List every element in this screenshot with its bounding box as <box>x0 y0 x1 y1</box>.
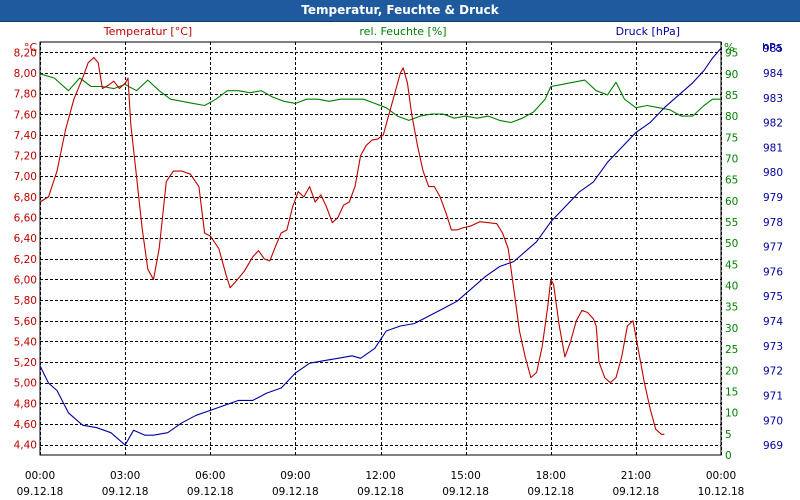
tick-label-pressure: 983 <box>763 93 783 105</box>
tick-label-pressure: 985 <box>763 43 783 55</box>
tick-label-pressure: 978 <box>763 217 783 229</box>
humidity-line <box>39 73 721 124</box>
tick-label-pressure: 982 <box>763 118 783 130</box>
tick-label-pressure: 969 <box>763 440 783 452</box>
tick-label-humidity: 75 <box>725 132 738 144</box>
tick-label-humidity: 95 <box>725 48 738 60</box>
tick-label-temperature: 4,60 <box>14 419 37 431</box>
tick-label-humidity: 40 <box>725 281 738 293</box>
tick-label-humidity: 10 <box>725 408 738 420</box>
tick-label-pressure: 970 <box>763 415 783 427</box>
tick-label-temperature: 6,40 <box>14 233 37 245</box>
tick-label-temperature: 8,20 <box>14 47 37 59</box>
tick-label-temperature: 5,20 <box>14 357 37 369</box>
tick-label-temperature: 7,00 <box>14 171 37 183</box>
tick-label-date: 09.12.18 <box>357 486 404 498</box>
tick-label-time: 21:00 <box>621 470 651 482</box>
window-title: Temperatur, Feuchte & Druck <box>0 0 800 22</box>
tick-label-humidity: 65 <box>725 175 738 187</box>
tick-label-date: 09.12.18 <box>612 486 659 498</box>
tick-label-date: 09.12.18 <box>102 486 149 498</box>
tick-label-temperature: 6,60 <box>14 213 37 225</box>
tick-label-date: 09.12.18 <box>442 486 489 498</box>
tick-label-pressure: 976 <box>763 266 783 278</box>
tick-label-temperature: 7,80 <box>14 89 37 101</box>
legend-temperature: Temperatur [°C] <box>103 25 192 38</box>
tick-label-pressure: 980 <box>763 167 783 179</box>
tick-label-humidity: 25 <box>725 344 738 356</box>
tick-label-temperature: 6,20 <box>14 254 37 266</box>
temperature-line <box>39 56 665 435</box>
axis-unit-celsius: °C <box>24 41 38 54</box>
tick-label-pressure: 971 <box>763 390 783 402</box>
pressure-line <box>39 47 722 446</box>
tick-label-temperature: 7,20 <box>14 151 37 163</box>
tick-label-temperature: 5,00 <box>14 378 37 390</box>
chart-grid <box>39 41 722 456</box>
tick-label-pressure: 977 <box>763 242 783 254</box>
tick-label-pressure: 981 <box>763 142 783 154</box>
tick-label-humidity: 85 <box>725 90 738 102</box>
tick-label-temperature: 7,60 <box>14 109 37 121</box>
tick-label-humidity: 35 <box>725 302 738 314</box>
tick-label-humidity: 5 <box>725 429 732 441</box>
series-layer <box>39 47 722 446</box>
tick-label-humidity: 30 <box>725 323 738 335</box>
tick-label-time: 09:00 <box>280 470 310 482</box>
tick-label-date: 09.12.18 <box>527 486 574 498</box>
time-axis-ticks: 00:00 09.12.18 03:00 09.12.18 06:00 09.12.18 0… <box>17 470 745 498</box>
tick-label-temperature: 5,80 <box>14 295 37 307</box>
tick-label-date: 10.12.18 <box>698 486 745 498</box>
tick-label-temperature: 4,80 <box>14 398 37 410</box>
left-axis-ticks: 8,20 8,00 7,80 7,60 7,40 7,20 7,00 6,80 6,60 6,40… <box>14 47 37 451</box>
tick-label-temperature: 7,40 <box>14 130 37 142</box>
tick-label-humidity: 45 <box>725 259 738 271</box>
tick-label-humidity: 0 <box>725 450 732 462</box>
tick-label-humidity: 60 <box>725 196 738 208</box>
tick-label-time: 18:00 <box>536 470 566 482</box>
tick-label-humidity: 90 <box>725 69 738 81</box>
axis-unit-hpa: hPa <box>762 41 782 54</box>
tick-label-time: 03:00 <box>110 470 140 482</box>
tick-label-humidity: 80 <box>725 111 738 123</box>
tick-label-humidity: 55 <box>725 217 738 229</box>
tick-label-date: 09.12.18 <box>17 486 64 498</box>
tick-label-time: 00:00 <box>25 470 55 482</box>
tick-label-pressure: 984 <box>763 68 783 80</box>
tick-label-humidity: 50 <box>725 238 738 250</box>
tick-label-pressure: 972 <box>763 366 783 378</box>
tick-label-pressure: 979 <box>763 192 783 204</box>
tick-label-time: 15:00 <box>450 470 480 482</box>
tick-label-temperature: 6,00 <box>14 274 37 286</box>
tick-label-pressure: 975 <box>763 291 783 303</box>
legend-pressure: Druck [hPa] <box>616 25 680 38</box>
tick-label-time: 00:00 <box>706 470 736 482</box>
tick-label-temperature: 5,40 <box>14 336 37 348</box>
tick-label-humidity: 20 <box>725 365 738 377</box>
pressure-axis-ticks: 985 984 983 982 981 980 979 978 977 976 975 974 973 9… <box>763 43 783 452</box>
tick-label-pressure: 973 <box>763 341 783 353</box>
tick-label-time: 12:00 <box>365 470 395 482</box>
tick-label-humidity: 70 <box>725 153 738 165</box>
tick-label-temperature: 4,40 <box>14 440 37 452</box>
tick-label-pressure: 974 <box>763 316 783 328</box>
tick-label-humidity: 15 <box>725 386 738 398</box>
tick-label-temperature: 5,60 <box>14 316 37 328</box>
plot-border <box>39 41 722 456</box>
tick-label-date: 09.12.18 <box>272 486 319 498</box>
tick-label-temperature: 8,00 <box>14 68 37 80</box>
axis-unit-percent: % <box>724 41 734 54</box>
tick-label-temperature: 6,80 <box>14 192 37 204</box>
tick-label-date: 09.12.18 <box>187 486 234 498</box>
legend-humidity: rel. Feuchte [%] <box>359 25 446 38</box>
tick-label-time: 06:00 <box>195 470 225 482</box>
